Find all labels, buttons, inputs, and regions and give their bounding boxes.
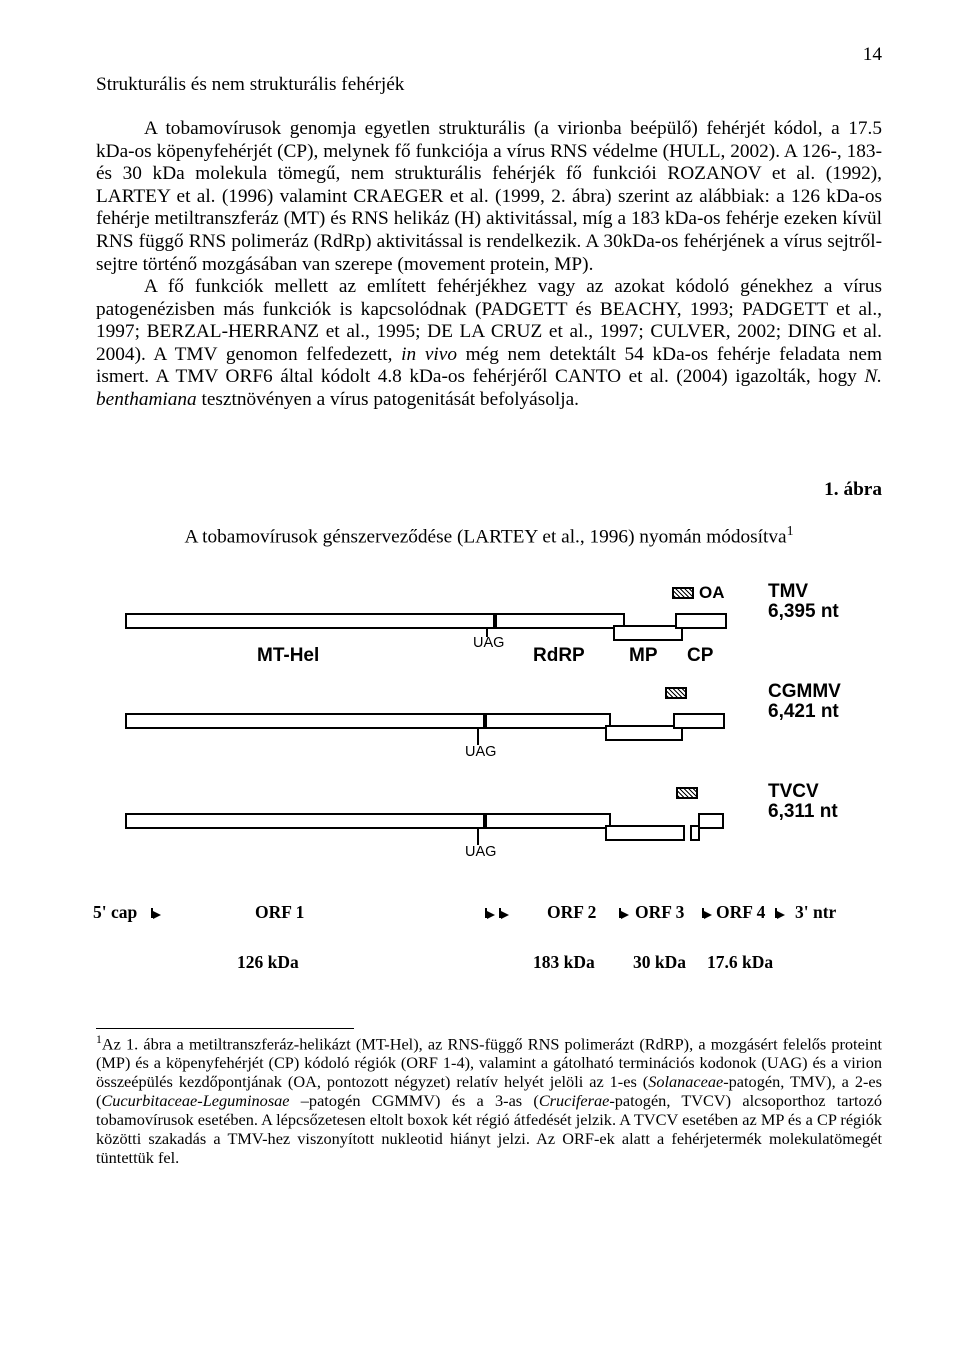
ntr-label: 3' ntr (795, 902, 836, 922)
page-number: 14 (96, 44, 882, 67)
cgmmv-orf1 (125, 713, 485, 729)
footnote: 1Az 1. ábra a metiltranszferáz-helikázt … (96, 1033, 882, 1168)
cgmmv-orf3 (605, 725, 683, 741)
tick-tmv (486, 629, 488, 637)
footnote-rule (96, 1028, 354, 1029)
fn-b: Solanaceae (648, 1072, 723, 1091)
arrow-icon-5 (775, 908, 789, 918)
label-mp: MP (629, 645, 658, 667)
label-rdrp: RdRP (533, 645, 585, 667)
label-cp: CP (687, 645, 713, 667)
tvcv-orf3 (605, 825, 685, 841)
cgmmv-orf4 (673, 713, 725, 729)
tmv-orf4 (675, 613, 727, 629)
oa-box-tvcv (676, 787, 698, 799)
label-mt-hel: MT-Hel (257, 645, 319, 667)
orf1-label: ORF 1 (255, 902, 304, 922)
label-tvcv: TVCV (768, 781, 819, 803)
kda1: 126 kDa (237, 952, 299, 972)
tvcv-orf1 (125, 813, 485, 829)
tick-tvcv (477, 829, 479, 845)
page: 14 Strukturális és nem strukturális fehé… (0, 0, 960, 1208)
arrow-icon-3 (619, 908, 633, 918)
genome-row-cgmmv: CGMMV 6,421 nt UAG (125, 687, 853, 777)
tmv-orf3 (613, 625, 683, 641)
para2e: tesztnövényen a vírus patogenitását befo… (197, 389, 579, 410)
label-uag-1: UAG (473, 635, 504, 652)
body-para-1: A tobamovírusok genomja egyetlen struktu… (96, 118, 882, 276)
figure-caption: A tobamovírusok génszerveződése (LARTEY … (96, 524, 882, 549)
genome-row-tvcv: TVCV 6,311 nt UAG (125, 787, 853, 892)
figure-caption-text: A tobamovírusok génszerveződése (LARTEY … (184, 526, 786, 547)
oa-box-cgmmv (665, 687, 687, 699)
arrow-icon-4 (702, 908, 716, 918)
figure-caption-sup: 1 (787, 524, 794, 539)
body-para-2: A fő funkciók mellett az említett fehérj… (96, 276, 882, 411)
label-uag-2: UAG (465, 744, 496, 761)
oa-box-tmv (672, 587, 694, 599)
fn-d: Cucurbitaceae-Leguminosae (101, 1091, 289, 1110)
para2b: in vivo (401, 344, 457, 365)
kda4: 17.6 kDa (707, 952, 773, 972)
genome-row-tmv: OA TMV 6,395 nt MT-Hel UAG RdRP MP CP (125, 587, 853, 677)
orf-annotation-row: 5' cap ORF 1 ORF 2 ORF 3 ORF 4 3' ntr (125, 902, 853, 952)
label-oa: OA (699, 583, 725, 603)
kda3: 30 kDa (633, 952, 686, 972)
label-cgmmv-nt: 6,421 nt (768, 701, 839, 723)
tvcv-orf2 (485, 813, 611, 829)
figure-label: 1. ábra (96, 479, 882, 502)
orf4-label: ORF 4 (716, 902, 765, 922)
cgmmv-orf2 (485, 713, 611, 729)
arrow-icon-2b (499, 908, 513, 918)
genome-diagram: OA TMV 6,395 nt MT-Hel UAG RdRP MP CP CG… (125, 587, 853, 892)
section-title: Strukturális és nem strukturális fehérjé… (96, 74, 882, 97)
kda2: 183 kDa (533, 952, 595, 972)
orf-kda-row: 126 kDa 183 kDa 30 kDa 17.6 kDa (125, 952, 853, 976)
orf3-label: ORF 3 (635, 902, 684, 922)
tick-cgmmv (477, 729, 479, 745)
arrow-icon-2a (485, 908, 499, 918)
tmv-orf1 (125, 613, 495, 629)
label-tmv: TMV (768, 581, 808, 603)
cap-arrow-icon (151, 908, 165, 918)
orf2-label: ORF 2 (547, 902, 596, 922)
label-uag-3: UAG (465, 844, 496, 861)
label-tvcv-nt: 6,311 nt (768, 801, 838, 823)
tmv-orf2 (495, 613, 625, 629)
label-cgmmv: CGMMV (768, 681, 841, 703)
fn-f: Cruciferae (539, 1091, 610, 1110)
label-tmv-nt: 6,395 nt (768, 601, 839, 623)
cap-label: 5' cap (93, 902, 137, 922)
tvcv-orf4 (698, 813, 724, 829)
fn-e: –patogén CGMMV) és a 3-as ( (290, 1091, 539, 1110)
